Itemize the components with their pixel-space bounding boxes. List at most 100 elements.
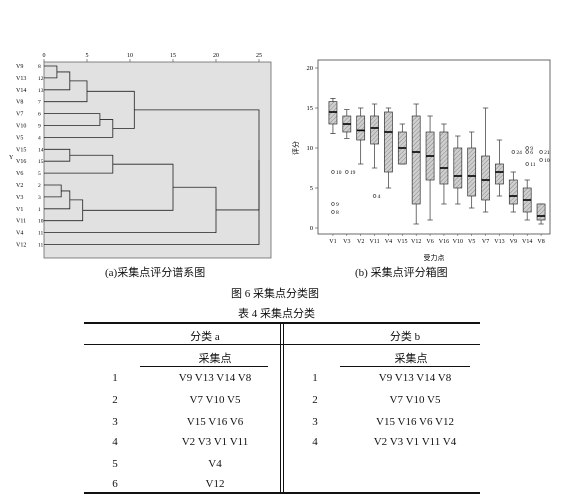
boxplot-box [453,147,463,189]
table-divider-left [280,322,281,492]
dendrogram-tick-label: 10 [127,53,133,59]
boxplot-box [411,115,421,205]
dendrogram-row-label: V7 [16,112,23,118]
figure-caption: 图 6 采集点分类图 [231,288,319,300]
boxplot-box [495,163,504,185]
boxplot-outlier [525,162,529,166]
row-b-1-num: 1 [312,372,318,384]
dendrogram-row-label: V1 [16,207,23,213]
table-divider-right [283,322,284,492]
row-b-4-num: 4 [312,436,318,448]
boxplot-outlier-label: 10 [336,170,342,176]
row-a-6-num: 6 [112,478,118,490]
boxplot-x-tick-label: V4 [385,239,392,245]
table-bottom-rule [84,492,480,494]
dendrogram-scale: 0 5 10 15 20 25 [43,53,262,62]
table-group-b-header: 分类 b [389,331,421,343]
row-b-2-num: 2 [312,394,318,406]
boxplot-y-axis: 0 5 10 15 20 [307,65,318,232]
boxplot-outlier [525,146,529,150]
dendrogram-row-label: V2 [16,183,23,189]
dendrogram-row-label: V3 [16,195,23,201]
table-top-rule [84,322,480,324]
boxplot-outlier-label: 9 [336,202,339,208]
boxplot-x-tick-label: V16 [439,239,449,245]
row-b-3-num: 3 [312,416,318,428]
table-subheader-a: 采集点 [198,353,232,365]
dendrogram-row-id: 7 [38,100,41,106]
boxplot-outlier-label: 6 [530,150,533,156]
dendrogram-row-id: 9 [38,124,41,130]
dendrogram-row-id: 5 [38,171,41,177]
dendrogram-row-label: V6 [16,171,23,177]
boxplot-y-tick-label: 5 [310,185,313,192]
dendrogram-row-label: V5 [16,135,23,141]
boxplot-outlier [539,150,543,154]
boxplot-outlier [331,202,335,206]
boxplot-outlier-label: 8 [336,210,339,216]
boxplot-x-tick-label: V3 [343,239,350,245]
row-a-1-num: 1 [112,372,118,384]
boxplot-x-tick-label: V13 [494,239,504,245]
boxplot-x-tick-label: V6 [426,239,433,245]
dendrogram-caption: (a)采集点评分谱系图 [105,267,206,279]
row-a-4-num: 4 [112,436,118,448]
row-b-3-points: V15 V16 V6 V12 [376,416,454,428]
table-subheader-rule-a [140,366,268,367]
row-b-1-points: V9 V13 V14 V8 [378,372,452,384]
boxplot-box [356,115,366,141]
boxplot-outlier-label: 4 [378,194,381,200]
boxplot-box [370,115,379,145]
row-a-3-num: 3 [112,416,118,428]
row-a-1-points: V9 V13 V14 V8 [178,372,252,384]
dendrogram-row-label: V10 [16,124,26,130]
boxplot-plot-area [317,59,551,235]
dendrogram-row-label: V13 [16,76,26,82]
boxplot-outlier-label: 19 [350,170,356,176]
boxplot-box [384,111,393,173]
boxplot-x-axis: V1 V3 V2 V11 V4 V15 V12 V6 V16 V10 V5 V7 V13 V9 V14 V8 [329,234,545,245]
dendrogram-row-id: 14 [38,147,44,153]
dendrogram-row-id: 13 [38,88,44,94]
table-subheader-b: 采集点 [394,353,428,365]
boxplot-x-tick-label: V14 [522,239,532,245]
boxplot-box [439,131,449,185]
row-a-5-num: 5 [112,458,118,470]
dendrogram-row-label: V15 [16,147,26,153]
row-b-2-points: V7 V10 V5 [389,394,441,406]
dendrogram-row-label: V11 [16,219,26,225]
row-a-3-points: V15 V16 V6 [186,416,244,428]
boxplot-outlier [331,210,335,214]
dendrogram-row-id: 4 [38,135,41,141]
boxplot-box [536,203,546,221]
boxplot-y-tick-label: 10 [307,145,314,152]
boxplot-outlier-label: 21 [544,150,550,156]
dendrogram-row-id: 12 [38,76,44,82]
boxplot-outlier [372,194,377,198]
dendrogram-link [44,159,260,245]
boxplot-box [467,147,477,197]
boxplot-outlier [539,158,543,162]
dendrogram-row-id: 15 [38,159,44,165]
row-a-5-points: V4 [208,458,222,470]
dendrogram-tick-label: 20 [213,53,219,59]
boxplot-box [508,179,518,205]
boxplot-caption: (b) 采集点评分箱图 [355,267,448,279]
dendrogram-row-id: 6 [38,112,41,118]
dendrogram-side-mark: Y [9,155,14,161]
boxplot-x-tick-label: V10 [453,239,463,245]
table-caption: 表 4 采集点分类 [238,308,315,320]
boxplot-y-label: 评分 [291,141,300,155]
dendrogram-row-id: 8 [38,64,41,70]
dendrogram-row-label: V8 [16,100,23,106]
boxplot-y-tick-label: 20 [307,65,314,72]
boxplot-outlier [525,150,529,154]
dendrogram-row-label: V14 [16,88,26,94]
dendrogram-row-id: 3 [38,195,41,201]
boxplot-y-tick-label: 15 [307,105,314,112]
dendrogram-row-label: V4 [16,231,23,237]
dendrogram-links [44,65,260,245]
